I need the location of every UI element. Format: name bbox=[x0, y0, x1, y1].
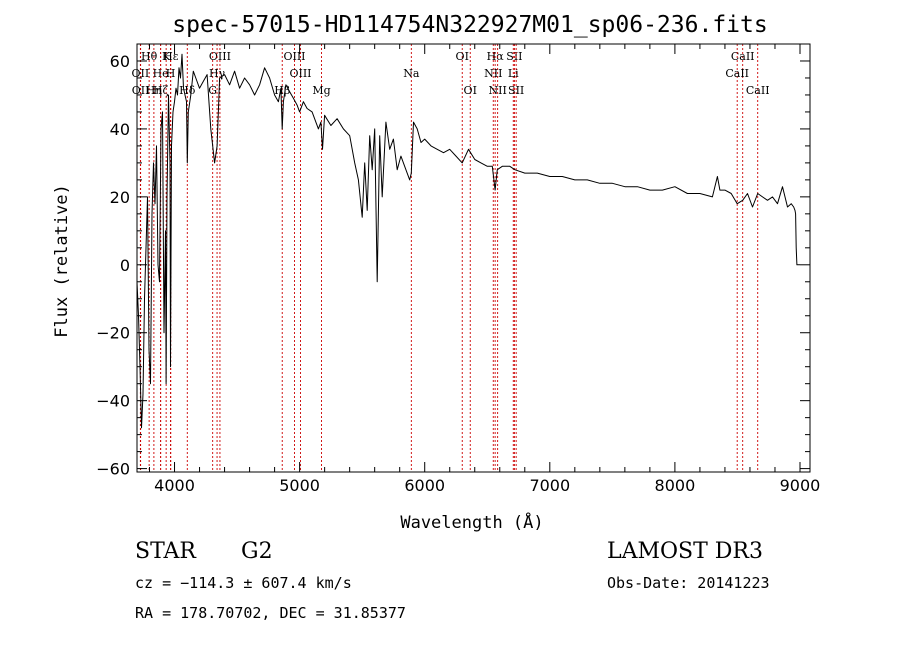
line-marker-label: NII bbox=[484, 67, 502, 80]
spectrum-layer bbox=[136, 53, 800, 429]
x-tick-label: 7000 bbox=[529, 476, 570, 495]
line-marker-label: Hζ bbox=[153, 84, 169, 97]
line-marker-label: OIII bbox=[283, 50, 305, 63]
survey-name: LAMOST DR3 bbox=[607, 539, 763, 564]
line-marker-label: NII bbox=[488, 84, 506, 97]
line-marker-label: OII bbox=[132, 84, 150, 97]
line-marker-label: CaII bbox=[731, 50, 755, 63]
x-tick-label: 5000 bbox=[279, 476, 320, 495]
y-tick-label: −20 bbox=[96, 324, 130, 343]
observation-date: Obs-Date: 20141223 bbox=[607, 574, 770, 592]
line-marker-label: OIII bbox=[289, 67, 311, 80]
y-tick-label: 0 bbox=[120, 256, 130, 275]
axes-layer: 4000 5000 6000 7000 8000 9000 −60 −40 −20 0 20 40 60 bbox=[96, 43, 821, 495]
x-tick-label: 9000 bbox=[780, 476, 821, 495]
line-marker-label: Hγ bbox=[209, 67, 226, 80]
object-class: STAR bbox=[135, 539, 196, 564]
line-marker-label: Li bbox=[508, 67, 519, 80]
line-marker-label: Hε bbox=[163, 50, 179, 63]
line-marker-label: SII bbox=[508, 84, 524, 97]
line-marker-label: CaII bbox=[746, 84, 770, 97]
redshift-velocity: cz = −114.3 ± 607.4 km/s bbox=[135, 574, 352, 592]
spectrum-line bbox=[136, 53, 800, 429]
line-marker-label: Na bbox=[403, 67, 420, 80]
line-marker-label: Mg bbox=[312, 84, 330, 97]
line-marker-label: G bbox=[208, 84, 217, 97]
line-marker-label: SII bbox=[506, 50, 522, 63]
y-tick-label: 20 bbox=[110, 188, 130, 207]
plot-frame bbox=[136, 43, 811, 473]
x-tick-label: 4000 bbox=[154, 476, 195, 495]
line-marker-label: K bbox=[162, 50, 171, 63]
line-marker-label: OI bbox=[464, 84, 477, 97]
line-marker-layer: HθOIIOIIHeHηKHHζHεHδOIIIGHγOIIIOIIIHβMgN… bbox=[132, 44, 770, 472]
line-marker-label: Hβ bbox=[274, 84, 290, 97]
line-marker-label: Hδ bbox=[179, 84, 196, 97]
line-marker-label: Hη bbox=[146, 84, 162, 97]
y-tick-label: −40 bbox=[96, 392, 130, 411]
y-axis-label: Flux (relative) bbox=[52, 184, 72, 338]
x-tick-label: 8000 bbox=[655, 476, 696, 495]
line-marker-label: OI bbox=[456, 50, 469, 63]
line-marker-label: Hα bbox=[487, 50, 505, 63]
y-tick-label: 40 bbox=[110, 120, 130, 139]
ra-dec-coordinates: RA = 178.70702, DEC = 31.85377 bbox=[135, 604, 406, 622]
line-marker-label: CaII bbox=[725, 67, 749, 80]
spectral-subclass: G2 bbox=[241, 539, 273, 564]
x-tick-label: 6000 bbox=[404, 476, 445, 495]
y-tick-label: −60 bbox=[96, 460, 130, 479]
chart-title: spec-57015-HD114754N322927M01_sp06-236.f… bbox=[172, 12, 767, 38]
x-axis-label: Wavelength (Å) bbox=[400, 511, 543, 533]
y-tick-label: 60 bbox=[110, 52, 130, 71]
line-marker-label: OIII bbox=[209, 50, 231, 63]
